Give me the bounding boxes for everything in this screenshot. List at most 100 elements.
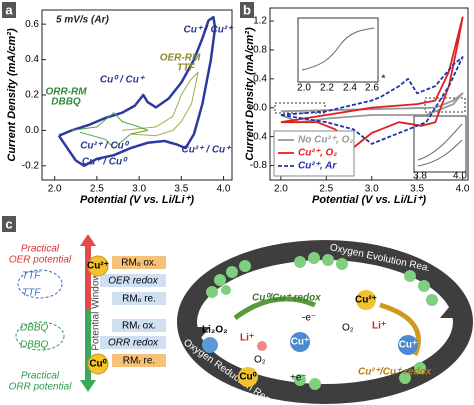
particle (399, 372, 411, 384)
inset-tick-label: 3.8 (413, 171, 427, 182)
x-tick-label: 2.0 (274, 184, 288, 195)
box (112, 354, 166, 367)
particle (206, 286, 218, 298)
cu-ion (238, 367, 258, 387)
inset-curve (301, 27, 375, 71)
charts: a 2.0 2.5 3.0 3.5 4.0 -0.2 0.0 0.2 0.4 0.6 Potentia… (2, 2, 470, 206)
inset-tick-label: 2.6 (365, 83, 379, 94)
panel-label: b (243, 2, 251, 17)
panel-badge (2, 216, 16, 232)
rm-label: RMₒ ox. (121, 258, 156, 269)
y-tick-label: -0.2 (22, 160, 40, 171)
ttf-label: TTF (22, 288, 41, 299)
panel-badge (2, 2, 16, 18)
panel-label: a (5, 2, 13, 17)
arrow-head (178, 327, 210, 345)
legend-label: Cu²⁺, Ar (298, 161, 337, 172)
annotation: DBBQ (51, 97, 81, 108)
data-line (71, 112, 149, 149)
annotation: OER-RM (160, 53, 201, 64)
particle (221, 285, 231, 295)
cu-label: Cu⁺ (291, 337, 310, 348)
redox-label: OER redox (108, 276, 158, 287)
box (112, 292, 166, 305)
cu-label: Cu⁰ (89, 359, 106, 370)
y-axis-label: Current Density (mA/cm²) (244, 27, 256, 161)
inset-tick-label: 2.2 (320, 83, 334, 94)
x-tick-label: 3.5 (174, 184, 188, 195)
y-tick-label: 0.2 (25, 90, 39, 101)
annotation: Cu⁺ / Cu²⁺ (184, 25, 235, 36)
cu-ion (290, 332, 310, 352)
cu-ion (87, 353, 109, 375)
particle (336, 258, 348, 270)
arrow-head (440, 300, 472, 318)
plot-frame (269, 7, 469, 181)
particle (404, 270, 416, 282)
annotation: Cu²⁺ / Cu⁺ (182, 145, 233, 156)
particle (308, 252, 320, 264)
annotation: TTF (177, 63, 196, 74)
x-tick-label: 4.0 (217, 184, 231, 195)
rm-label: RMᵣ re. (123, 356, 155, 367)
annotation: 5 mV/s (Ar) (56, 15, 109, 26)
rm-label: RMₒ re. (122, 294, 156, 305)
x-tick-label: 3.5 (410, 184, 424, 195)
y-tick-label: 0.4 (25, 54, 39, 65)
cu-label: Cu⁰ (239, 372, 256, 383)
inset-tick-label: 2.0 (297, 83, 311, 94)
particle (294, 374, 306, 386)
inset-tick-label: 2.4 (343, 83, 357, 94)
species-label: O₂ (254, 355, 266, 366)
particle (309, 378, 321, 390)
diagram: c Practical OER potential Practical ORR … (2, 216, 473, 405)
species-label: O₂ (342, 323, 354, 334)
inset (297, 17, 379, 83)
data-line (280, 92, 464, 124)
y-tick-label: 0.0 (25, 125, 39, 136)
y-tick-label: -0.4 (250, 131, 268, 142)
annotation: * (381, 74, 386, 85)
x-tick-label: 2.5 (319, 184, 333, 195)
panel-badge (240, 2, 254, 18)
box (112, 256, 166, 269)
rm-label: RMᵣ ox. (122, 321, 156, 332)
box (100, 274, 166, 287)
cu-ion (356, 290, 376, 310)
particle (322, 254, 334, 266)
x-tick-label: 3.0 (365, 184, 379, 195)
ttf-loop (17, 269, 63, 299)
annotation: ORR-RM (45, 87, 87, 98)
legend-label: Cu²⁺, O₂ (298, 148, 337, 159)
x-axis-label: Potential (V vs. Li/Li⁺) (80, 194, 194, 206)
redox-arrow (233, 296, 316, 321)
particle (214, 274, 226, 286)
particle (418, 280, 430, 292)
potential-window: Potential Window (91, 273, 102, 351)
x-tick-label: 3.0 (132, 184, 146, 195)
particle (226, 266, 238, 278)
legend-label: No Cu²⁺, O₂ (298, 135, 353, 146)
cu-label: Cu²⁺ (87, 261, 109, 272)
cu-ion (398, 335, 418, 355)
data-line (57, 15, 217, 168)
particle (294, 256, 306, 268)
particle (414, 362, 426, 374)
annotation: Cu⁺ / Cu⁰ (82, 157, 128, 168)
species-label: Li₂O₂ (202, 325, 228, 336)
panel-label: c (5, 216, 12, 231)
data-line (122, 71, 199, 137)
orr-potential: Practical (21, 371, 60, 382)
redox-label: Cu⁰/Cu⁺ redox (252, 293, 321, 304)
cycle-ring (177, 240, 473, 404)
cu-label: Cu⁺ (399, 340, 418, 351)
dbbq-label: DBBQ (20, 340, 49, 351)
cu-label: Cu²⁺ (355, 295, 377, 306)
x-tick-label: 2.5 (90, 184, 104, 195)
particles (206, 252, 438, 390)
electron-label: +e⁻ (290, 373, 307, 384)
orr-potential: ORR potential (9, 382, 73, 393)
x-axis-label: Potential (V vs. Li/Li⁺) (312, 194, 426, 206)
particle (426, 294, 438, 306)
